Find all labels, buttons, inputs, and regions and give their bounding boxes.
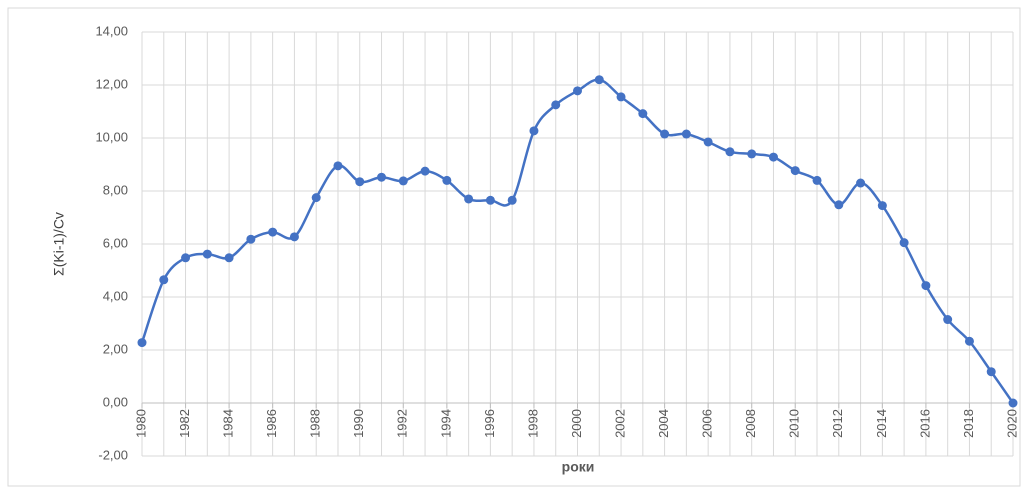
data-point [420, 166, 430, 176]
x-tick-label: 1986 [264, 409, 279, 438]
y-tick-label: -2,00 [98, 447, 128, 462]
data-point [921, 281, 931, 291]
data-point [725, 147, 735, 157]
x-tick-label: 1980 [133, 409, 148, 438]
x-tick-label: 2020 [1004, 409, 1019, 438]
x-tick-label: 1998 [525, 409, 540, 438]
x-tick-label: 1992 [395, 409, 410, 438]
data-point [1008, 398, 1018, 408]
y-tick-label: 4,00 [103, 288, 128, 303]
y-tick-label: 0,00 [103, 394, 128, 409]
x-tick-label: 1996 [482, 409, 497, 438]
x-tick-label: 2016 [917, 409, 932, 438]
x-tick-label: 2010 [787, 409, 802, 438]
data-point [464, 194, 474, 204]
data-point [181, 253, 191, 263]
chart-frame [7, 7, 1021, 487]
data-point [681, 129, 691, 139]
data-point [551, 100, 561, 110]
x-tick-label: 1994 [438, 409, 453, 438]
y-axis-title: Σ(Ki-1)/Cv [51, 212, 67, 276]
data-point [137, 338, 147, 348]
data-point [812, 175, 822, 185]
x-tick-label: 2018 [961, 409, 976, 438]
x-tick-label: 1982 [177, 409, 192, 438]
data-point [224, 253, 234, 263]
data-point [943, 315, 953, 325]
data-point [377, 172, 387, 182]
data-point [507, 195, 517, 205]
y-tick-label: 14,00 [95, 23, 128, 38]
data-point [834, 200, 844, 210]
data-point [311, 193, 321, 203]
data-point [355, 177, 365, 187]
x-tick-label: 1988 [308, 409, 323, 438]
data-point [398, 176, 408, 186]
x-tick-label: 2002 [612, 409, 627, 438]
y-tick-label: 10,00 [95, 129, 128, 144]
data-point [573, 86, 582, 96]
x-tick-label: 2012 [830, 409, 845, 438]
x-tick-label: 2008 [743, 409, 758, 438]
y-tick-label: 8,00 [103, 182, 128, 197]
data-point [790, 166, 800, 176]
y-tick-label: 12,00 [95, 76, 128, 91]
x-tick-label: 2004 [656, 409, 671, 438]
data-point [768, 152, 778, 162]
data-point [616, 92, 626, 102]
data-point [594, 75, 604, 85]
data-point [703, 137, 713, 147]
x-tick-label: 1990 [351, 409, 366, 438]
data-point [877, 201, 887, 211]
data-point [333, 161, 343, 171]
data-point [268, 227, 278, 237]
data-point [660, 129, 670, 139]
data-point [202, 249, 212, 259]
data-point [289, 232, 299, 242]
data-point [856, 178, 866, 188]
x-tick-label: 2000 [569, 409, 584, 438]
x-tick-label: 2014 [874, 409, 889, 438]
y-tick-label: 2,00 [103, 341, 128, 356]
x-tick-label: 1984 [221, 409, 236, 438]
y-tick-label: 6,00 [103, 235, 128, 250]
data-point [747, 149, 757, 159]
data-point [159, 275, 169, 285]
x-tick-label: 2006 [700, 409, 715, 438]
data-point [246, 234, 256, 244]
data-point [638, 109, 648, 119]
data-point [529, 126, 539, 136]
data-point [899, 238, 909, 248]
x-axis-title: роки [562, 459, 595, 475]
data-point [442, 175, 452, 185]
data-point [964, 336, 974, 346]
data-point [986, 367, 996, 377]
data-point [485, 195, 495, 205]
